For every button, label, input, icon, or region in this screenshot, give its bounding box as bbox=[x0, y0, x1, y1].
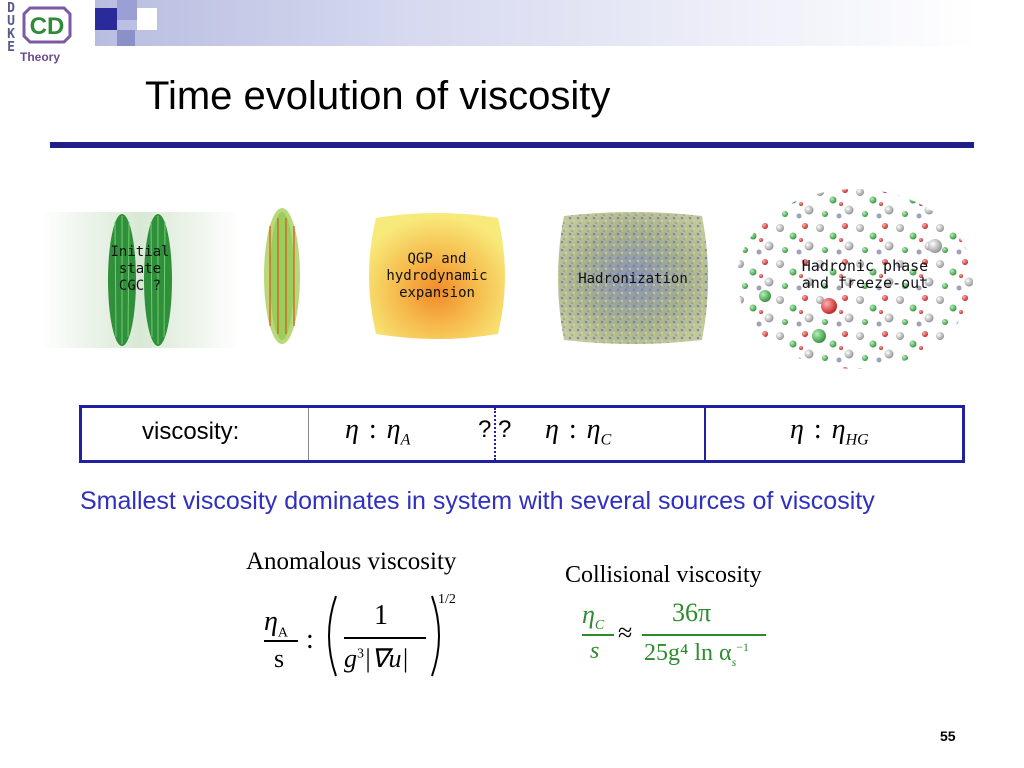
header-square bbox=[95, 8, 117, 30]
collisional-den: 25g⁴ ln αs−1 bbox=[644, 640, 750, 669]
eta-hadron-gas-formula: η: ηHG bbox=[790, 414, 869, 449]
page-number: 55 bbox=[940, 728, 956, 744]
anomalous-frac-num: 1 bbox=[374, 600, 388, 631]
viscosity-label: viscosity: bbox=[142, 418, 240, 445]
stage-label-hadronization: Hadronization bbox=[578, 271, 688, 287]
title-rule bbox=[50, 142, 974, 148]
stage-label-hadronic: Hadronic phase and freeze-out bbox=[801, 257, 929, 292]
hadronization-image bbox=[552, 208, 714, 348]
initial-state-image bbox=[40, 212, 240, 348]
main-statement: Smallest viscosity dominates in system w… bbox=[80, 487, 875, 515]
collisional-lhs-den: s bbox=[590, 638, 600, 664]
fraction-bar bbox=[642, 634, 766, 636]
eta-collisional-formula: η: ηC bbox=[545, 414, 612, 449]
collisional-title: Collisional viscosity bbox=[565, 562, 762, 588]
anomalous-power: 1/2 bbox=[438, 592, 456, 607]
page-title: Time evolution of viscosity bbox=[145, 74, 611, 118]
eta-anomalous-formula: η: ηA bbox=[345, 414, 411, 449]
stage-label-initial: Initial state CGC ? bbox=[110, 244, 170, 294]
collisional-relation: ≈ bbox=[618, 618, 633, 647]
table-divider bbox=[308, 408, 309, 460]
stage-label-qgp: QGP and hydrodynamic expansion bbox=[386, 251, 488, 301]
anomalous-lhs-num: ηA bbox=[264, 606, 289, 641]
table-divider-dotted bbox=[494, 408, 496, 460]
anomalous-relation: : bbox=[306, 624, 314, 655]
fraction-bar bbox=[582, 634, 614, 636]
logo-subtitle: Theory bbox=[20, 50, 61, 64]
collisional-formula: ηC s ≈ 36π 25g⁴ ln αs−1 bbox=[580, 596, 780, 676]
collisional-num: 36π bbox=[672, 598, 712, 627]
header-square bbox=[137, 8, 157, 30]
logo-mark-text: CD bbox=[30, 13, 65, 40]
header-square bbox=[117, 30, 135, 46]
qgp-image bbox=[362, 208, 512, 344]
table-divider bbox=[704, 408, 706, 460]
anomalous-title: Anomalous viscosity bbox=[246, 548, 457, 575]
unknown-marks: ? ? bbox=[478, 416, 512, 443]
anomalous-frac-den: g3|∇u| bbox=[344, 644, 409, 673]
logo-mark: CD bbox=[22, 4, 72, 46]
fraction-bar bbox=[264, 640, 298, 642]
header-band bbox=[95, 0, 1024, 46]
header-square bbox=[117, 0, 137, 20]
hadronic-phase-image bbox=[735, 186, 975, 372]
anomalous-lhs-den: s bbox=[274, 644, 285, 673]
collision-image bbox=[258, 206, 306, 346]
collisional-lhs-num: ηC bbox=[582, 600, 605, 634]
anomalous-formula: ηA s : 1 g3|∇u| 1/2 bbox=[262, 590, 472, 680]
viscosity-table bbox=[79, 405, 965, 463]
